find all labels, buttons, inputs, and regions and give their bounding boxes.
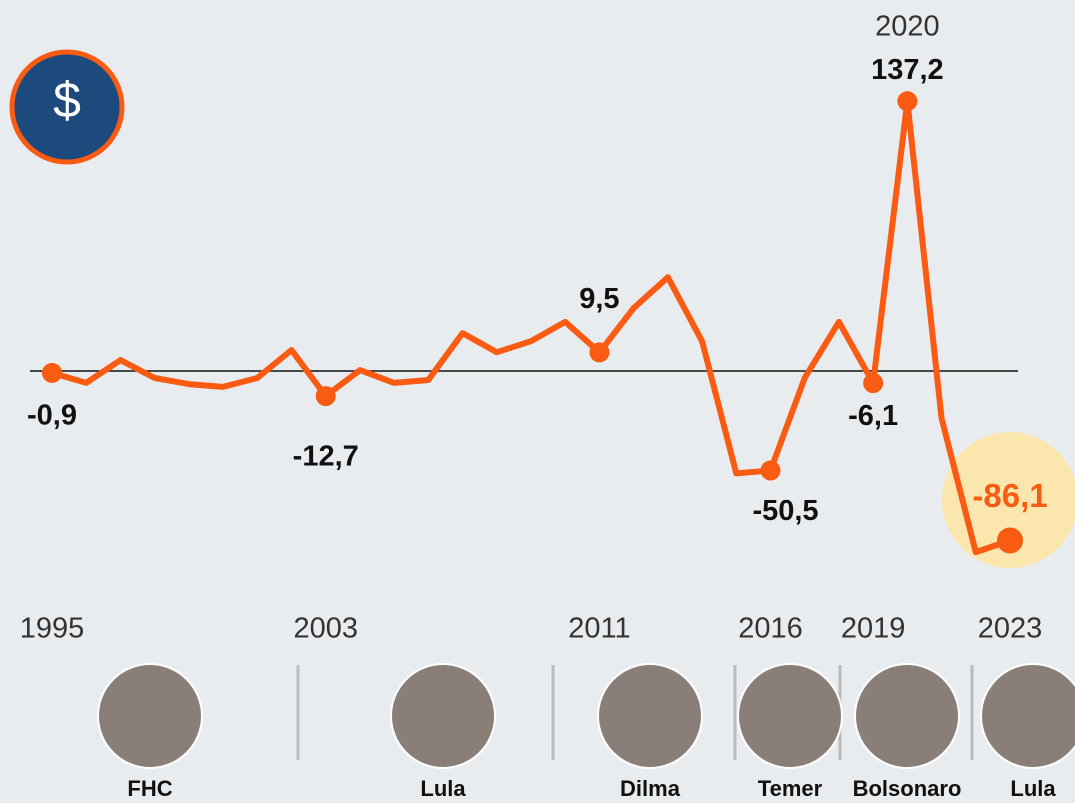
chart: $ -0,9 -12,7 9,5 -50,5 -6,1 137,2 -86,1 2020 199… xyxy=(0,0,1075,803)
portrait xyxy=(391,664,495,768)
value-label: -86,1 xyxy=(972,477,1047,514)
portrait xyxy=(98,664,202,768)
x-tick-label: 2011 xyxy=(568,613,630,645)
point xyxy=(863,373,883,393)
point xyxy=(997,527,1023,553)
value-label: -50,5 xyxy=(752,495,818,527)
x-tick-label: 2019 xyxy=(841,613,906,645)
annotation: 2020 xyxy=(875,11,940,43)
x-tick-label: 1995 xyxy=(20,613,85,645)
value-label: -6,1 xyxy=(848,400,898,432)
portrait xyxy=(738,664,842,768)
president-name: Lula xyxy=(420,776,466,801)
x-tick-label: 2023 xyxy=(978,613,1043,645)
president-name: Lula xyxy=(1010,776,1056,801)
portrait xyxy=(598,664,702,768)
point xyxy=(589,342,609,362)
value-label: 9,5 xyxy=(579,283,619,315)
portrait xyxy=(855,664,959,768)
line xyxy=(52,101,1010,552)
point xyxy=(42,363,62,383)
point xyxy=(316,386,336,406)
portrait xyxy=(981,664,1075,768)
x-tick-label: 2003 xyxy=(293,613,358,645)
x-tick-label: 2016 xyxy=(738,613,803,645)
icon-symbol: $ xyxy=(53,72,81,128)
president-name: FHC xyxy=(127,776,172,801)
value-label: 137,2 xyxy=(871,54,944,86)
point xyxy=(761,460,781,480)
value-label: -12,7 xyxy=(293,441,359,473)
president-name: Bolsonaro xyxy=(853,776,962,801)
value-label: -0,9 xyxy=(27,400,77,432)
point xyxy=(897,91,917,111)
president-name: Temer xyxy=(758,776,823,801)
president-name: Dilma xyxy=(620,776,681,801)
